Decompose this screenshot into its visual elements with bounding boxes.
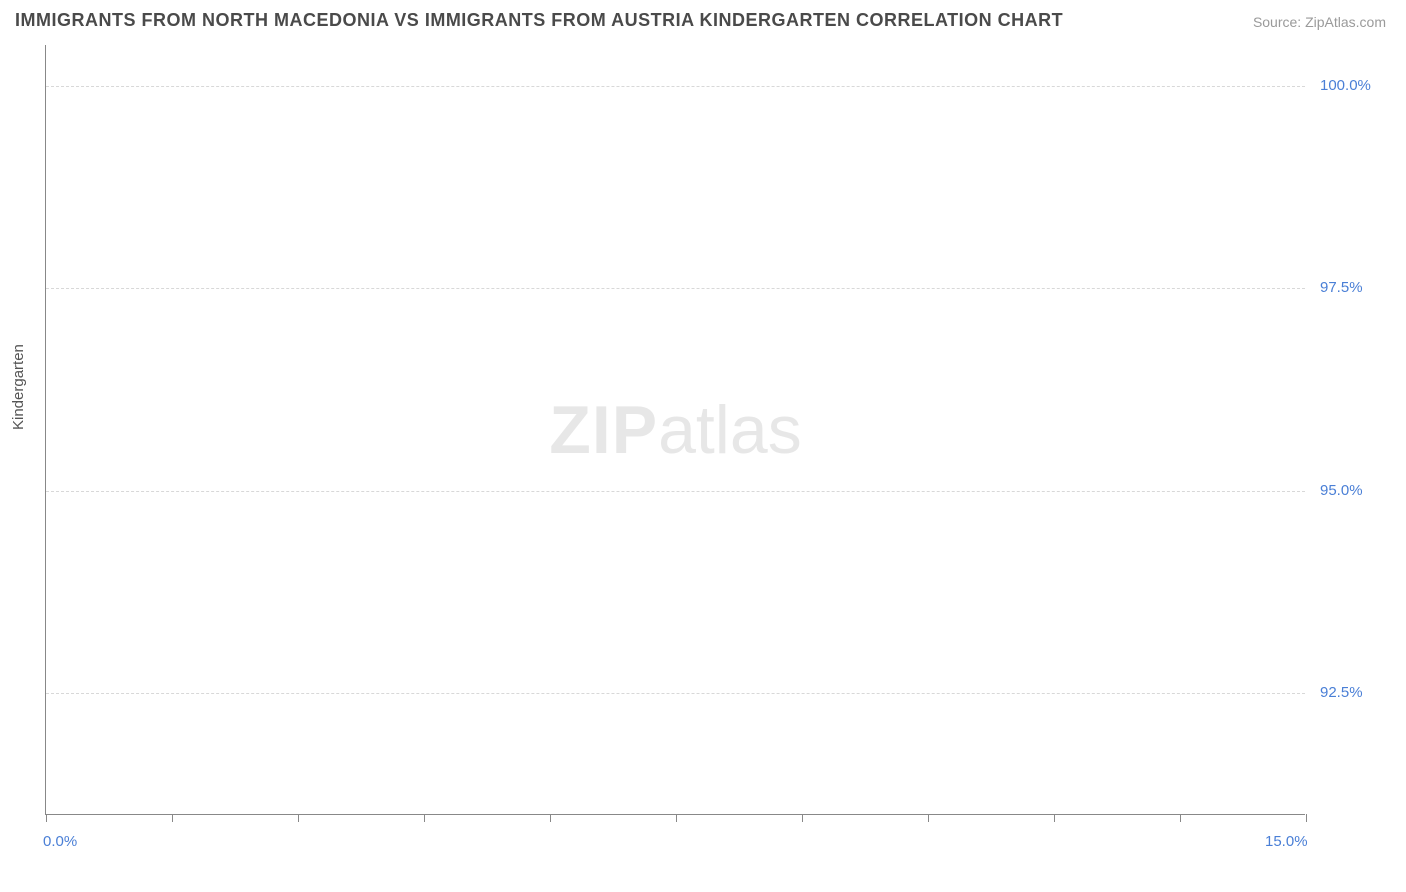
source-attribution: Source: ZipAtlas.com xyxy=(1253,14,1386,30)
x-tick xyxy=(1306,814,1307,822)
gridline-h xyxy=(46,693,1305,694)
x-tick xyxy=(424,814,425,822)
chart-title: IMMIGRANTS FROM NORTH MACEDONIA VS IMMIG… xyxy=(15,10,1063,31)
x-tick xyxy=(172,814,173,822)
x-tick xyxy=(928,814,929,822)
x-tick xyxy=(46,814,47,822)
x-tick xyxy=(676,814,677,822)
x-tick-label: 15.0% xyxy=(1265,833,1308,850)
x-tick xyxy=(1180,814,1181,822)
y-tick-label: 95.0% xyxy=(1320,482,1363,499)
y-tick-label: 100.0% xyxy=(1320,77,1371,94)
plot-area: ZIPatlas xyxy=(45,45,1305,815)
x-tick xyxy=(1054,814,1055,822)
source-label: Source: xyxy=(1253,14,1305,30)
x-tick xyxy=(550,814,551,822)
trend-lines xyxy=(46,45,1305,814)
gridline-h xyxy=(46,86,1305,87)
y-tick-label: 92.5% xyxy=(1320,684,1363,701)
y-tick-label: 97.5% xyxy=(1320,279,1363,296)
gridline-h xyxy=(46,491,1305,492)
x-tick xyxy=(802,814,803,822)
watermark-light: atlas xyxy=(658,392,802,468)
x-tick-label: 0.0% xyxy=(43,833,77,850)
watermark-bold: ZIP xyxy=(549,392,658,468)
watermark: ZIPatlas xyxy=(549,391,801,469)
gridline-h xyxy=(46,288,1305,289)
source-name: ZipAtlas.com xyxy=(1305,14,1386,30)
x-tick xyxy=(298,814,299,822)
y-axis-label: Kindergarten xyxy=(10,344,27,430)
